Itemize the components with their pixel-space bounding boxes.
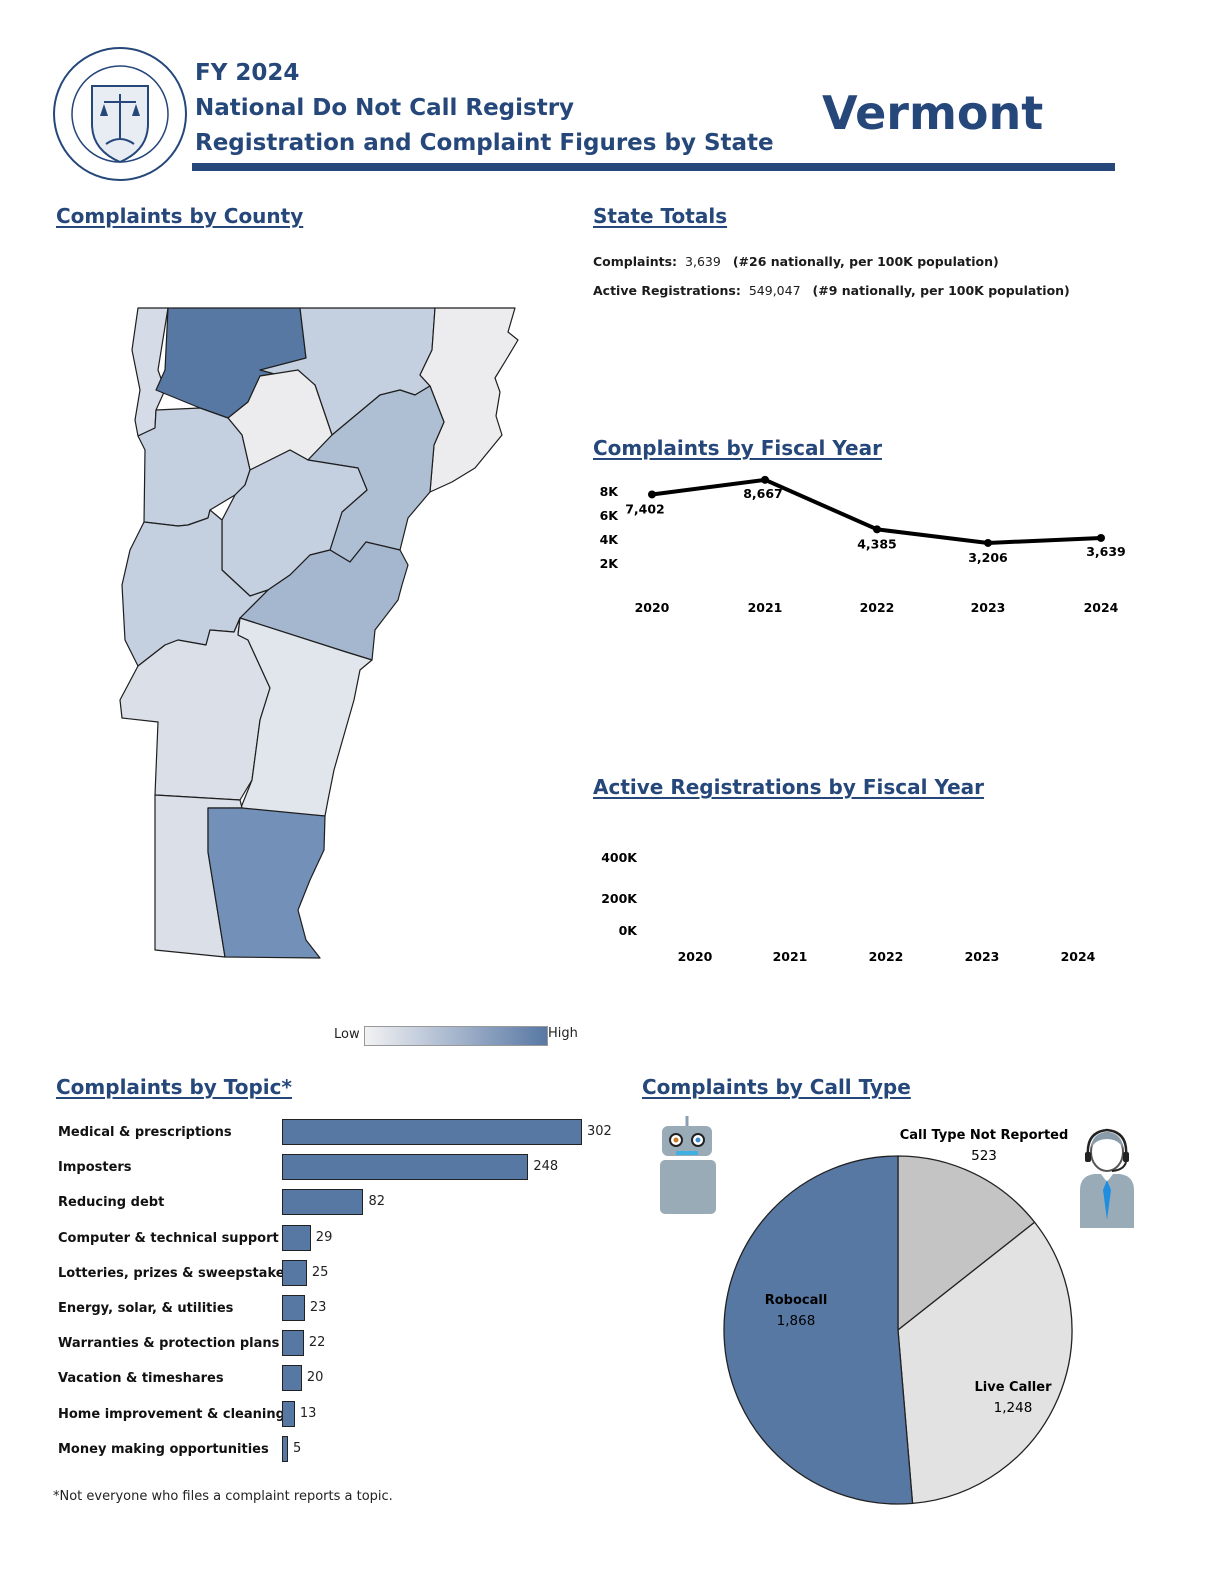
topic-value: 23: [309, 1300, 327, 1315]
topic-value: 5: [293, 1440, 302, 1456]
topic-value: 29: [315, 1229, 333, 1245]
fiscal-year: FY 2024: [195, 60, 300, 86]
live-caller-icon: [1080, 1128, 1134, 1228]
data-label: 3,639: [1086, 544, 1126, 559]
y-tick-label: 400K: [601, 850, 638, 865]
y-tick-label: 4K: [600, 532, 620, 547]
registrations-rank: (#9 nationally, per 100K population): [812, 283, 1070, 298]
topic-bar: [282, 1400, 295, 1427]
x-tick-label: 2024: [1061, 949, 1096, 964]
topic-value: 248: [533, 1159, 559, 1175]
data-label: 7,402: [625, 501, 665, 516]
topic-label: Energy, solar, & utilities: [58, 1301, 234, 1316]
data-point: [1097, 533, 1105, 542]
header-rule: [192, 163, 1115, 171]
topic-label: Computer & technical support: [58, 1230, 279, 1246]
series-line: [651, 477, 1102, 545]
complaints-value: 3,639: [685, 254, 721, 269]
registrations-total-row: Active Registrations: 549,047 (#9 nation…: [593, 283, 1070, 298]
x-tick-label: 2023: [965, 949, 1000, 964]
x-tick-label: 2022: [860, 600, 895, 615]
topic-bar: [282, 1295, 305, 1321]
registrations-value: 549,047: [748, 283, 801, 298]
topic-value: 25: [311, 1264, 329, 1280]
complaints-rank: (#26 nationally, per 100K population): [732, 254, 999, 269]
x-tick-label: 2021: [773, 949, 808, 964]
x-tick-label: 2021: [748, 600, 783, 615]
pie-slice-value: 523: [971, 1148, 997, 1164]
topic-value: 20: [306, 1370, 324, 1386]
topic-bar: [282, 1119, 582, 1145]
topic-bar: [282, 1435, 288, 1462]
vermont-county-map: [119, 307, 519, 959]
complaints-fy-chart: 2K 4K 6K 8K 7,402 2020 8,667 2021 4,385 2022 3,206…: [600, 475, 1126, 615]
topic-label: Imposters: [58, 1160, 132, 1176]
x-tick-label: 2020: [635, 600, 670, 615]
pie-slice-name: Robocall: [765, 1293, 828, 1308]
pie-slice: [897, 1155, 1036, 1332]
y-tick-label: 6K: [600, 508, 620, 523]
pie-slice-name: Live Caller: [974, 1380, 1052, 1395]
complaints-label: Complaints:: [593, 254, 678, 269]
topic-bar: [282, 1330, 304, 1357]
state-totals-title: State Totals: [593, 204, 728, 228]
topic-label: Money making opportunities: [58, 1441, 269, 1457]
pie-slice: [723, 1155, 914, 1505]
data-label: 8,667: [743, 486, 783, 501]
legend-low-label: Low: [334, 1027, 360, 1042]
data-label: 3,206: [968, 550, 1008, 565]
legend-high-label: High: [548, 1026, 578, 1041]
topic-label: Medical & prescriptions: [58, 1125, 232, 1140]
topic-bar: [282, 1259, 307, 1286]
data-point: [984, 538, 992, 547]
topic-value: 22: [308, 1335, 326, 1351]
topic-bar: [282, 1224, 311, 1251]
topic-label: Vacation & timeshares: [58, 1371, 224, 1387]
topic-value: 13: [299, 1405, 317, 1421]
complaints-fy-title: Complaints by Fiscal Year: [593, 436, 882, 460]
topic-bar: [282, 1189, 364, 1216]
topic-chart-title: Complaints by Topic*: [56, 1075, 292, 1099]
x-tick-label: 2022: [869, 949, 904, 964]
topic-label: Warranties & protection plans: [58, 1336, 280, 1352]
county-windham: [207, 807, 326, 959]
county-map-title: Complaints by County: [56, 204, 304, 228]
y-tick-label: 2K: [600, 556, 620, 571]
registry-title: National Do Not Call Registry: [195, 95, 575, 121]
ftc-seal-logo: [53, 47, 187, 181]
complaints-total-row: Complaints: 3,639 (#26 nationally, per 1…: [593, 254, 999, 269]
y-tick-label: 0K: [619, 923, 639, 938]
x-tick-label: 2024: [1084, 600, 1119, 615]
topic-bar: [282, 1154, 529, 1181]
x-tick-label: 2020: [678, 949, 713, 964]
topic-value: 82: [368, 1194, 385, 1210]
y-tick-label: 8K: [600, 484, 620, 499]
data-point: [761, 475, 769, 484]
data-label: 4,385: [857, 536, 897, 551]
y-tick-label: 200K: [601, 891, 638, 906]
pie-slice: [897, 1221, 1073, 1505]
topic-label: Reducing debt: [58, 1195, 165, 1211]
state-name: Vermont: [822, 86, 1044, 140]
pie-slice-value: 1,868: [777, 1313, 816, 1329]
topic-value: 302: [587, 1124, 612, 1139]
pie-slice-name: Call Type Not Reported: [900, 1128, 1069, 1143]
pie-slice-value: 1,248: [994, 1400, 1033, 1416]
robot-icon: [660, 1116, 716, 1214]
registrations-fy-chart: 0K200K400K528,5412020535,0032021539,5602…: [601, 850, 1096, 964]
data-point: [873, 525, 881, 534]
x-tick-label: 2023: [971, 600, 1006, 615]
registrations-fy-title: Active Registrations by Fiscal Year: [593, 775, 985, 799]
legend-gradient: [364, 1026, 548, 1046]
topic-label: Lotteries, prizes & sweepstakes: [58, 1265, 293, 1281]
call-type-title: Complaints by Call Type: [642, 1075, 911, 1099]
page-subtitle: Registration and Complaint Figures by St…: [195, 130, 774, 156]
registrations-label: Active Registrations:: [593, 283, 741, 298]
topic-label: Home improvement & cleaning: [58, 1406, 285, 1422]
topic-footnote: *Not everyone who files a complaint repo…: [53, 1489, 393, 1504]
data-point: [648, 490, 656, 499]
call-type-pie: Call Type Not Reported 523 Live Caller 1,24…: [723, 1128, 1073, 1505]
topic-bar: [282, 1365, 302, 1392]
